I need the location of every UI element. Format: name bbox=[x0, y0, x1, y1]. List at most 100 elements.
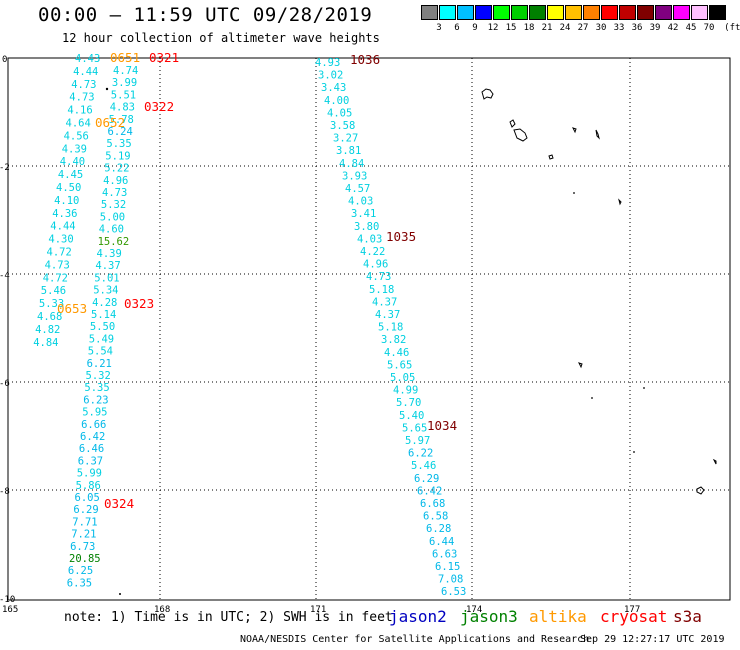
wave-height-label: 6.28 bbox=[426, 523, 451, 535]
wave-height-label: 5.46 bbox=[411, 460, 436, 472]
island-shape bbox=[481, 88, 494, 100]
wave-height-label: 5.97 bbox=[405, 435, 430, 447]
wave-height-label: 7.71 bbox=[72, 516, 97, 528]
wave-height-label: 6.05 bbox=[75, 492, 100, 504]
scale-label: 36 bbox=[631, 23, 643, 33]
scale-swatch bbox=[691, 5, 708, 20]
wave-height-label: 4.28 bbox=[92, 297, 117, 309]
axis-labels: 165 168 171 174 177 0 -2 -4 -6 -8 -10 bbox=[0, 55, 640, 615]
wave-height-label: 4.84 bbox=[33, 337, 58, 349]
wave-height-label: 4.46 bbox=[384, 347, 409, 359]
wave-height-label: 5.40 bbox=[399, 410, 424, 422]
scale-swatch bbox=[709, 5, 726, 20]
page-subtitle: 12 hour collection of altimeter wave hei… bbox=[62, 31, 380, 45]
scale-label: 39 bbox=[649, 23, 661, 33]
wave-height-label: 4.64 bbox=[66, 118, 91, 130]
wave-height-label: 5.00 bbox=[100, 211, 125, 223]
wave-height-label: 4.03 bbox=[348, 196, 373, 208]
island-outlines bbox=[481, 88, 717, 495]
wave-height-label: 3.58 bbox=[330, 120, 355, 132]
altimeter-tracks: 4.434.444.734.734.164.644.564.394.404.45… bbox=[33, 53, 466, 598]
wave-height-label: 4.96 bbox=[363, 259, 388, 271]
wave-height-label: 5.95 bbox=[82, 407, 107, 419]
scale-swatch bbox=[565, 5, 582, 20]
wave-height-label: 4.44 bbox=[50, 221, 75, 233]
scale-swatch bbox=[637, 5, 654, 20]
wave-height-label: 4.00 bbox=[324, 95, 349, 107]
wave-height-label: 7.08 bbox=[438, 574, 463, 586]
wave-height-label: 6.58 bbox=[423, 511, 448, 523]
wave-height-label: 5.05 bbox=[390, 372, 415, 384]
wave-height-label: 6.29 bbox=[73, 504, 98, 516]
wave-height-label: 5.32 bbox=[86, 370, 111, 382]
generated-timestamp: Sep 29 12:27:17 UTC 2019 bbox=[580, 634, 725, 645]
wave-height-label: 4.16 bbox=[67, 105, 92, 117]
wave-height-label: 4.43 bbox=[75, 53, 100, 65]
wave-height-label: 3.41 bbox=[351, 208, 376, 220]
wave-height-label: 4.10 bbox=[54, 195, 79, 207]
scale-label: 3 bbox=[436, 23, 442, 33]
wave-height-label: 4.39 bbox=[62, 143, 87, 155]
scale-swatch bbox=[439, 5, 456, 20]
credit-line: NOAA/NESDIS Center for Satellite Applica… bbox=[240, 634, 590, 645]
wave-height-label: 20.85 bbox=[69, 553, 101, 565]
wave-height-label: 4.84 bbox=[339, 158, 364, 170]
legend-jason3: jason3 bbox=[460, 607, 518, 626]
wave-height-label: 4.93 bbox=[315, 57, 340, 69]
wave-height-label: 4.73 bbox=[69, 92, 94, 104]
island-shape bbox=[618, 198, 622, 206]
wave-height-label: 6.68 bbox=[420, 498, 445, 510]
islet bbox=[633, 451, 635, 453]
legend-altika: altika bbox=[529, 607, 587, 626]
wave-height-label: 6.73 bbox=[70, 541, 95, 553]
wave-height-label: 4.36 bbox=[52, 208, 77, 220]
scale-swatch bbox=[619, 5, 636, 20]
islet bbox=[643, 387, 645, 389]
scale-label: 45 bbox=[685, 23, 697, 33]
pass-time-label: 0653 bbox=[57, 301, 87, 316]
wave-height-label: 3.43 bbox=[321, 82, 346, 94]
scale-swatch bbox=[655, 5, 672, 20]
wave-height-label: 6.15 bbox=[435, 561, 460, 573]
scale-label: 15 bbox=[505, 23, 517, 33]
wave-height-label: 5.65 bbox=[387, 359, 412, 371]
wave-height-label: 3.93 bbox=[342, 170, 367, 182]
scale-label: 42 bbox=[667, 23, 679, 33]
scale-swatch bbox=[475, 5, 492, 20]
wave-height-label: 3.02 bbox=[318, 70, 343, 82]
islet bbox=[573, 192, 575, 194]
x-tick-label: 177 bbox=[624, 605, 640, 615]
scale-swatch bbox=[601, 5, 618, 20]
map-grid bbox=[8, 58, 730, 600]
wave-height-label: 5.33 bbox=[39, 298, 64, 310]
wave-height-label: 5.46 bbox=[41, 285, 66, 297]
island-shape bbox=[595, 129, 600, 140]
wave-height-label: 4.44 bbox=[73, 66, 98, 78]
y-tick-label: -4 bbox=[0, 271, 10, 281]
scale-swatch bbox=[421, 5, 438, 20]
wave-height-label: 4.45 bbox=[58, 169, 83, 181]
scale-label: 21 bbox=[541, 23, 553, 33]
legend-jason2: jason2 bbox=[389, 607, 447, 626]
pass-time-label: 0321 bbox=[149, 50, 179, 65]
wave-height-label: 4.56 bbox=[64, 130, 89, 142]
scale-label: 27 bbox=[577, 23, 589, 33]
island-shape bbox=[696, 486, 705, 495]
y-tick-label: -8 bbox=[0, 487, 10, 497]
wave-height-label: 15.62 bbox=[98, 236, 130, 248]
wave-height-label: 6.24 bbox=[108, 126, 133, 138]
wave-height-label: 6.42 bbox=[80, 431, 105, 443]
scale-label: 24 bbox=[559, 23, 571, 33]
y-tick-label: -6 bbox=[0, 379, 10, 389]
wave-height-label: 6.53 bbox=[441, 586, 466, 598]
wave-height-label: 3.27 bbox=[333, 133, 358, 145]
wave-height-label: 4.73 bbox=[71, 79, 96, 91]
legend-s3a: s3a bbox=[673, 607, 702, 626]
pass-time-label: 1034 bbox=[427, 418, 457, 433]
wave-height-label: 4.05 bbox=[327, 107, 352, 119]
scale-label: 6 bbox=[454, 23, 460, 33]
wave-height-label: 4.37 bbox=[95, 260, 120, 272]
page-title: 00:00 – 11:59 UTC 09/28/2019 bbox=[38, 4, 373, 26]
wave-height-label: 6.22 bbox=[408, 448, 433, 460]
